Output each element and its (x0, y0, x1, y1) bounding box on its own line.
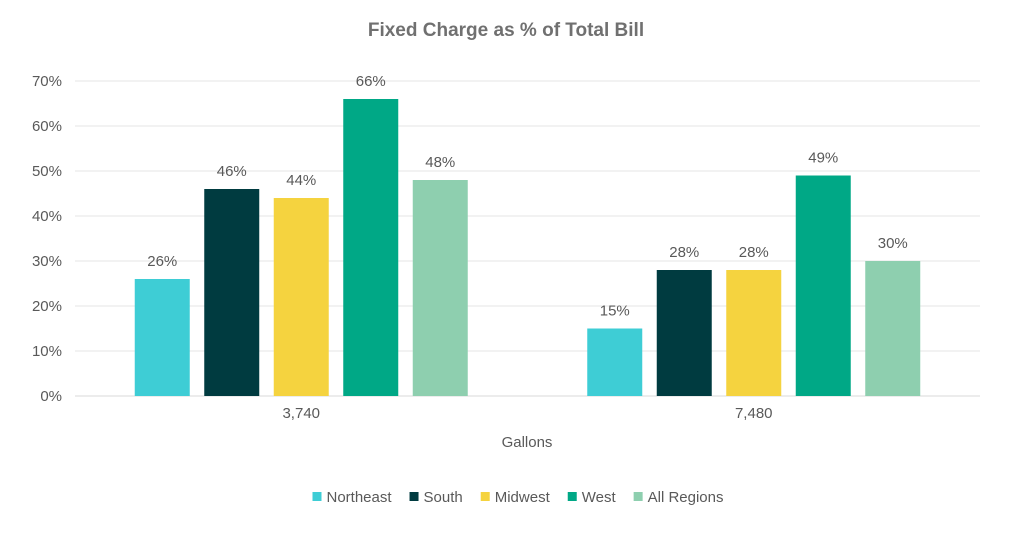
y-tick-label: 10% (32, 343, 62, 360)
data-label: 49% (808, 150, 838, 167)
legend-item-northeast: Northeast (312, 489, 392, 506)
legend: Northeast South Midwest West All Regions (312, 489, 724, 506)
legend-swatch (480, 492, 490, 501)
y-tick-label: 70% (32, 73, 62, 90)
y-tick-label: 30% (32, 253, 62, 270)
y-tick-label: 60% (32, 118, 62, 135)
legend-swatch (567, 492, 577, 501)
legend-swatch (633, 492, 643, 501)
legend-label: Midwest (495, 489, 551, 506)
legend-label: South (424, 489, 463, 506)
legend-label: Northeast (326, 489, 392, 506)
chart-title: Fixed Charge as % of Total Bill (368, 20, 644, 41)
bar-northeast-0 (134, 279, 190, 396)
legend-label: West (582, 489, 617, 506)
bar-west-1 (795, 175, 851, 396)
bar-all-regions-1 (865, 261, 921, 396)
bar-south-0 (204, 189, 260, 396)
bar-midwest-1 (726, 270, 782, 396)
data-labels: 26% 46% 44% 66% 48% 15% 28% 28% 49% 30% (147, 73, 908, 320)
data-label: 15% (600, 303, 630, 320)
bar-south-1 (656, 270, 712, 396)
y-tick-label: 40% (32, 208, 62, 225)
bar-west-0 (343, 99, 399, 396)
data-label: 48% (425, 154, 455, 171)
y-axis-ticks: 0% 10% 20% 30% 40% 50% 60% 70% (32, 73, 62, 405)
data-label: 66% (356, 73, 386, 90)
data-label: 44% (286, 172, 316, 189)
x-axis-label: Gallons (502, 434, 553, 451)
x-tick-label: 7,480 (735, 405, 773, 422)
data-label: 28% (669, 244, 699, 261)
data-label: 26% (147, 253, 177, 270)
data-label: 28% (739, 244, 769, 261)
legend-item-west: West (567, 489, 617, 506)
bars (134, 99, 921, 396)
legend-label: All Regions (648, 489, 724, 506)
data-label: 30% (878, 235, 908, 252)
y-tick-label: 0% (40, 388, 62, 405)
y-tick-label: 20% (32, 298, 62, 315)
bar-midwest-0 (273, 198, 329, 396)
bar-all-regions-0 (412, 180, 468, 396)
legend-swatch (409, 492, 419, 501)
data-label: 46% (217, 163, 247, 180)
x-axis-ticks: 3,740 7,480 (282, 405, 772, 422)
legend-swatch (312, 492, 322, 501)
bar-northeast-1 (587, 328, 643, 396)
x-tick-label: 3,740 (282, 405, 320, 422)
legend-item-south: South (409, 489, 463, 506)
y-tick-label: 50% (32, 163, 62, 180)
legend-item-all-regions: All Regions (633, 489, 724, 506)
legend-item-midwest: Midwest (480, 489, 551, 506)
